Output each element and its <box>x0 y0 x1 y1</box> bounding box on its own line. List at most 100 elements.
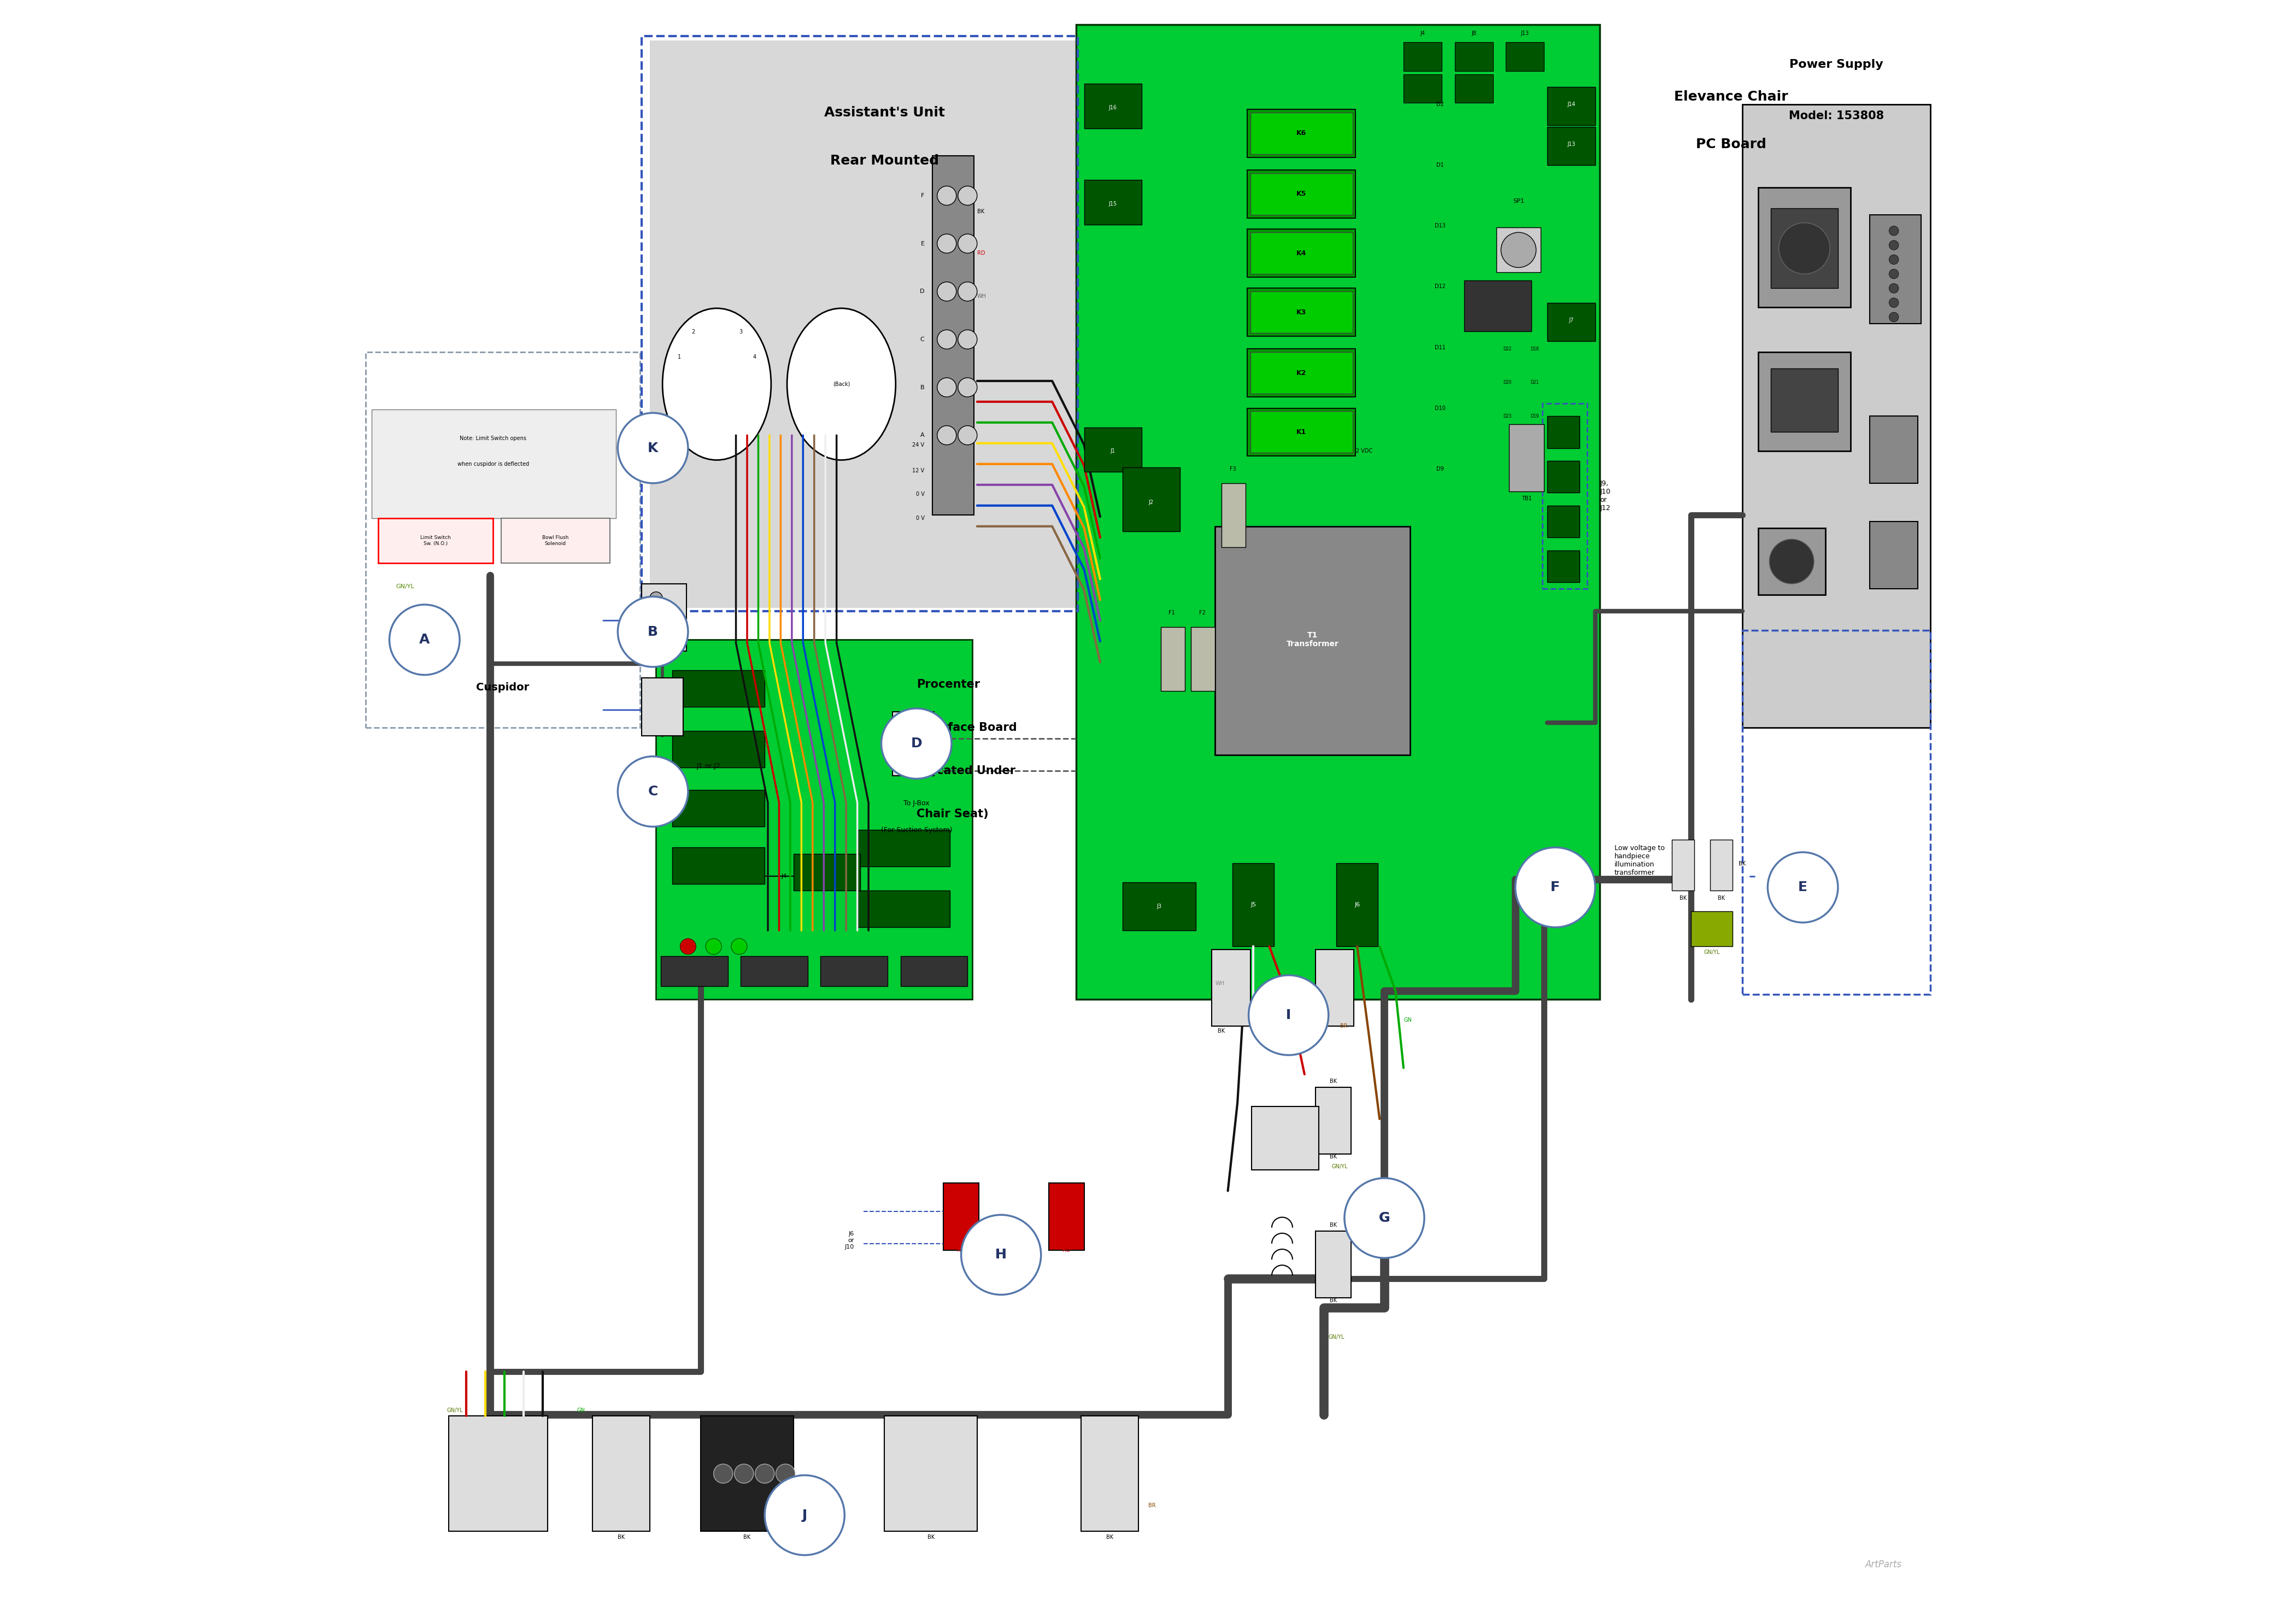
Circle shape <box>618 413 689 483</box>
Bar <box>1548 126 1596 165</box>
Bar <box>1162 627 1185 691</box>
Circle shape <box>1890 225 1899 235</box>
Bar <box>1869 416 1917 483</box>
Circle shape <box>957 377 978 397</box>
Bar <box>1548 416 1580 448</box>
Text: C: C <box>921 337 925 342</box>
Bar <box>650 40 1077 608</box>
Circle shape <box>776 1465 794 1484</box>
Text: GN/YL: GN/YL <box>448 1407 464 1414</box>
Text: Procenter: Procenter <box>916 680 980 689</box>
Bar <box>1548 550 1580 582</box>
Text: D20: D20 <box>1504 381 1511 385</box>
Bar <box>1548 505 1580 537</box>
Circle shape <box>937 377 957 397</box>
Text: Model: 153808: Model: 153808 <box>1789 110 1885 122</box>
Text: 0 V: 0 V <box>916 515 925 521</box>
Circle shape <box>390 604 459 675</box>
Text: 24 V: 24 V <box>912 443 925 448</box>
Bar <box>944 1183 978 1250</box>
Bar <box>1759 187 1851 307</box>
Text: J4: J4 <box>1421 30 1426 35</box>
Circle shape <box>957 329 978 349</box>
Text: J6: J6 <box>1355 902 1359 908</box>
Bar <box>641 35 1077 611</box>
Text: D11: D11 <box>1435 345 1446 350</box>
Circle shape <box>1890 254 1899 264</box>
Text: K6: K6 <box>1297 130 1306 138</box>
Text: J1 or J2: J1 or J2 <box>698 763 721 769</box>
Bar <box>1049 1183 1084 1250</box>
Text: GN: GN <box>576 1407 585 1414</box>
Circle shape <box>1768 852 1837 923</box>
Text: BR: BR <box>1148 1503 1155 1508</box>
Bar <box>1251 173 1352 214</box>
Circle shape <box>730 939 746 955</box>
Circle shape <box>957 185 978 205</box>
Bar <box>1247 408 1355 456</box>
Text: J4: J4 <box>781 873 788 879</box>
Bar <box>742 956 808 987</box>
Circle shape <box>680 939 696 955</box>
Circle shape <box>1350 1183 1419 1254</box>
Bar <box>1123 883 1196 931</box>
Bar <box>365 352 641 728</box>
Text: Limit Switch
Sw. (N.O.): Limit Switch Sw. (N.O.) <box>420 536 450 545</box>
Ellipse shape <box>788 309 895 461</box>
Text: (For Suction System): (For Suction System) <box>882 827 953 833</box>
Circle shape <box>705 939 721 955</box>
Circle shape <box>1520 852 1591 923</box>
Bar <box>1770 208 1837 288</box>
Text: J7: J7 <box>1568 318 1573 323</box>
Text: J2 VDC: J2 VDC <box>1355 448 1373 454</box>
Text: BK: BK <box>1329 1298 1336 1303</box>
Text: F1: F1 <box>1169 611 1176 616</box>
Text: C: C <box>647 785 659 798</box>
Circle shape <box>1345 1178 1424 1258</box>
Circle shape <box>1249 975 1329 1055</box>
Text: GN: GN <box>1403 1017 1412 1023</box>
Bar <box>1456 74 1492 102</box>
Circle shape <box>1890 312 1899 321</box>
Text: Chair Seat): Chair Seat) <box>916 809 987 819</box>
Text: D13: D13 <box>1435 224 1446 229</box>
Bar <box>673 731 765 768</box>
Ellipse shape <box>664 309 771 461</box>
Text: B: B <box>921 385 925 390</box>
Text: 4: 4 <box>753 355 755 360</box>
Text: GN/YL: GN/YL <box>1704 950 1720 955</box>
Text: F3: F3 <box>1228 467 1235 472</box>
Bar <box>1221 483 1244 547</box>
Bar <box>1543 403 1587 588</box>
Text: WH: WH <box>1215 980 1224 987</box>
Text: J8: J8 <box>1472 30 1476 35</box>
Bar <box>1506 42 1545 70</box>
Bar <box>1251 232 1352 273</box>
Bar <box>1251 352 1352 393</box>
Text: (Back): (Back) <box>833 382 850 387</box>
Bar <box>1251 411 1352 453</box>
Text: RD: RD <box>957 1247 964 1252</box>
Circle shape <box>1515 847 1596 927</box>
Text: BK: BK <box>1107 1535 1114 1540</box>
Text: D10: D10 <box>1435 406 1446 411</box>
Circle shape <box>1770 539 1814 584</box>
Circle shape <box>1779 222 1830 273</box>
Bar <box>1081 1417 1139 1532</box>
Bar <box>893 712 934 776</box>
Bar <box>1770 368 1837 432</box>
Bar <box>1247 288 1355 336</box>
Circle shape <box>1502 232 1536 267</box>
Bar <box>1508 424 1545 491</box>
Text: BK: BK <box>1217 1028 1224 1035</box>
Bar <box>1316 950 1355 1027</box>
Bar <box>657 640 971 999</box>
Bar <box>1247 109 1355 157</box>
Text: J: J <box>801 1508 808 1522</box>
Text: H: H <box>996 1249 1006 1262</box>
Bar <box>1403 74 1442 102</box>
Bar <box>1548 302 1596 341</box>
Text: BK: BK <box>744 1535 751 1540</box>
Bar <box>1251 291 1352 333</box>
Bar <box>1212 950 1251 1027</box>
